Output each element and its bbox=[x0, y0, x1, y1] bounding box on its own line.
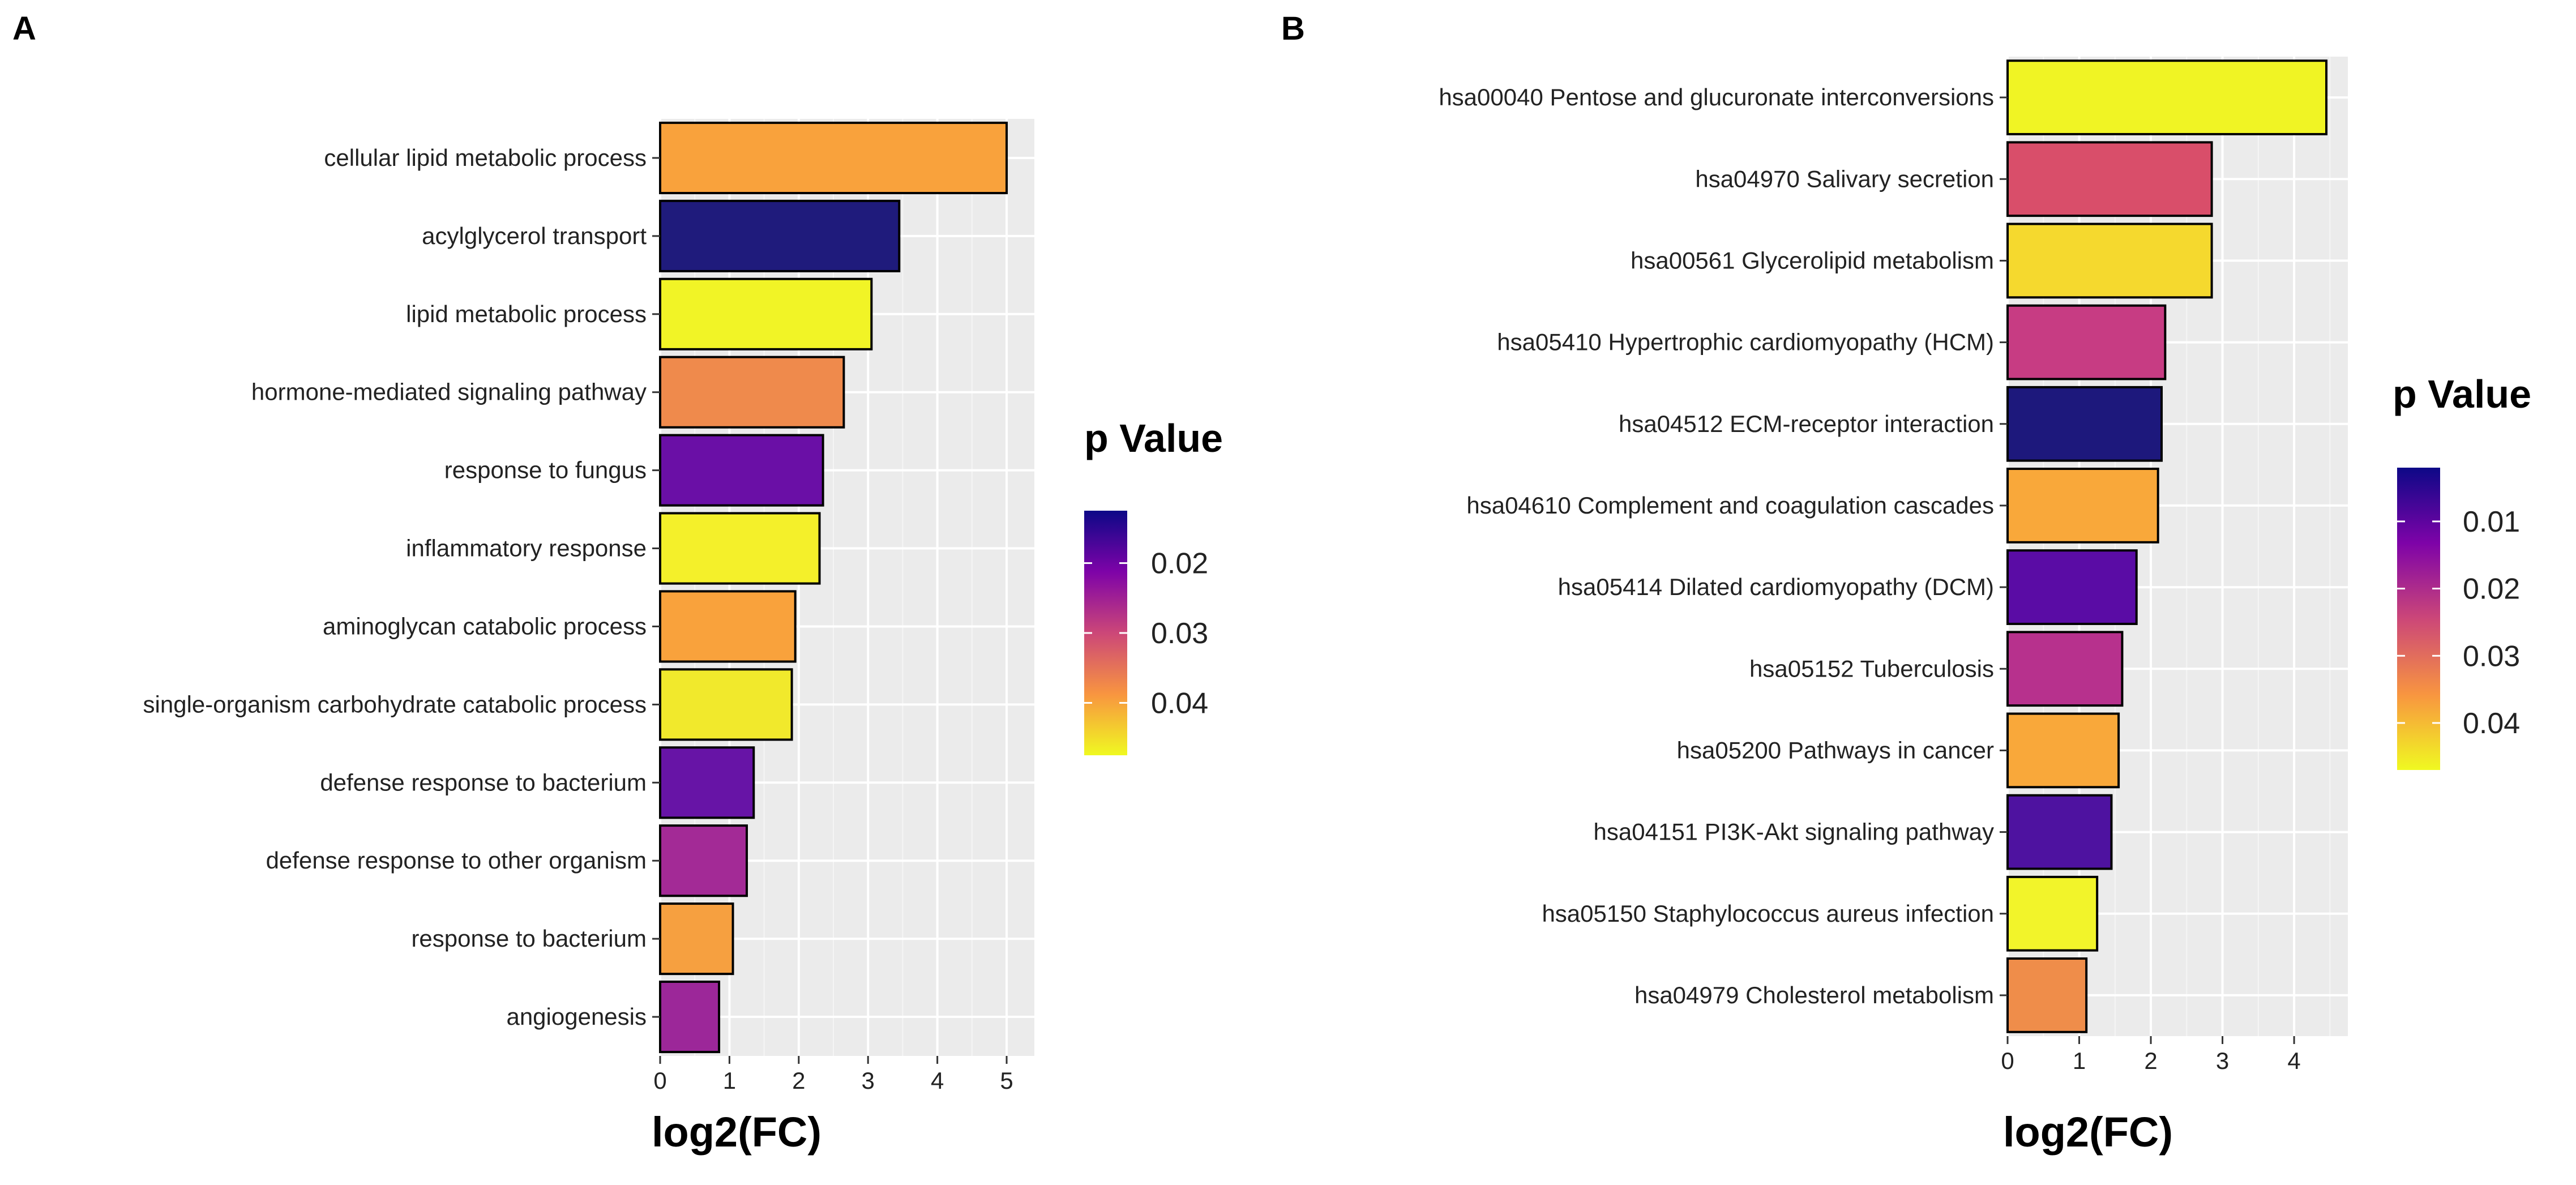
legend-tick-label: 0.02 bbox=[1151, 547, 1208, 580]
category-label: hsa00040 Pentose and glucuronate interco… bbox=[1439, 84, 1994, 110]
category-label: hsa05200 Pathways in cancer bbox=[1677, 737, 1994, 763]
legend-title: p Value bbox=[2393, 372, 2531, 416]
category-label: hsa04512 ECM-receptor interaction bbox=[1619, 410, 1994, 437]
bar bbox=[2006, 549, 2138, 625]
x-tick-label: 0 bbox=[2001, 1047, 2014, 1074]
bar bbox=[659, 590, 797, 663]
bar bbox=[659, 980, 721, 1054]
category-label: defense response to bacterium bbox=[320, 769, 647, 795]
legend-tick-label: 0.03 bbox=[1151, 617, 1208, 650]
x-tick-label: 1 bbox=[2073, 1047, 2086, 1074]
category-label: hsa05410 Hypertrophic cardiomyopathy (HC… bbox=[1497, 329, 1994, 356]
panel-label: B bbox=[1281, 10, 1305, 47]
bar bbox=[2006, 712, 2120, 789]
bar bbox=[2006, 386, 2163, 462]
category-label: hsa04979 Cholesterol metabolism bbox=[1634, 982, 1994, 1008]
category-label: hsa05152 Tuberculosis bbox=[1749, 655, 1994, 682]
bar bbox=[659, 746, 755, 819]
bar bbox=[2006, 631, 2124, 707]
category-label: hsa04970 Salivary secretion bbox=[1695, 165, 1994, 192]
bar bbox=[2006, 59, 2328, 135]
x-tick-label: 4 bbox=[2287, 1047, 2300, 1074]
x-tick-label: 5 bbox=[1000, 1067, 1013, 1094]
legend-tick-label: 0.02 bbox=[2463, 573, 2520, 606]
bar bbox=[2006, 957, 2088, 1033]
x-tick-label: 0 bbox=[653, 1067, 666, 1094]
category-label: inflammatory response bbox=[406, 535, 647, 562]
legend-tick-label: 0.04 bbox=[1151, 687, 1208, 720]
bar bbox=[659, 512, 821, 585]
category-label: acylglycerol transport bbox=[422, 223, 647, 249]
x-axis-title: log2(FC) bbox=[652, 1109, 821, 1156]
legend-colorbar bbox=[2397, 468, 2440, 770]
category-label: single-organism carbohydrate catabolic p… bbox=[143, 691, 647, 717]
bar bbox=[2006, 468, 2159, 544]
legend-tick-label: 0.03 bbox=[2463, 640, 2520, 673]
x-tick-label: 4 bbox=[931, 1067, 944, 1094]
bar bbox=[659, 434, 824, 507]
bar bbox=[659, 121, 1008, 195]
category-label: defense response to other organism bbox=[266, 847, 647, 874]
bar bbox=[2006, 794, 2113, 870]
legend-title: p Value bbox=[1084, 416, 1223, 460]
bar bbox=[659, 902, 734, 976]
bar bbox=[659, 277, 873, 350]
category-label: angiogenesis bbox=[506, 1003, 647, 1030]
x-axis-title: log2(FC) bbox=[2003, 1109, 2173, 1156]
category-label: aminoglycan catabolic process bbox=[323, 613, 647, 639]
bar bbox=[659, 199, 901, 272]
x-tick-label: 2 bbox=[792, 1067, 805, 1094]
bar bbox=[659, 824, 748, 897]
panel-label: A bbox=[12, 10, 36, 47]
category-label: lipid metabolic process bbox=[406, 301, 647, 327]
category-label: hormone-mediated signaling pathway bbox=[251, 379, 647, 405]
bar bbox=[659, 356, 845, 429]
plot-background bbox=[2008, 57, 2348, 1036]
panel-a: A 0 1 2 3 4 5 cellular lipid metabolic process a… bbox=[12, 10, 1223, 1156]
x-tick-label: 1 bbox=[723, 1067, 736, 1094]
legend-tick-label: 0.01 bbox=[2463, 506, 2520, 538]
category-label: hsa00561 Glycerolipid metabolism bbox=[1631, 247, 1994, 273]
category-label: cellular lipid metabolic process bbox=[324, 144, 647, 171]
category-label: response to bacterium bbox=[411, 925, 647, 952]
x-tick-label: 3 bbox=[2216, 1047, 2229, 1074]
category-label: hsa04610 Complement and coagulation casc… bbox=[1466, 492, 1994, 519]
bar bbox=[659, 668, 793, 741]
category-label: hsa05414 Dilated cardiomyopathy (DCM) bbox=[1558, 574, 1994, 600]
x-tick-label: 3 bbox=[862, 1067, 875, 1094]
bar bbox=[2006, 141, 2213, 217]
category-label: hsa05150 Staphylococcus aureus infection bbox=[1542, 900, 1994, 927]
bar bbox=[2006, 875, 2099, 952]
panel-b: B 0 1 2 3 4 hsa00040 Pentose and glucuronate i… bbox=[1281, 10, 2531, 1156]
bar bbox=[2006, 223, 2213, 299]
category-label: hsa04151 PI3K-Akt signaling pathway bbox=[1594, 819, 1994, 845]
bar bbox=[2006, 304, 2167, 380]
legend-tick-label: 0.04 bbox=[2463, 707, 2520, 740]
category-label: response to fungus bbox=[444, 457, 647, 484]
x-tick-label: 2 bbox=[2144, 1047, 2157, 1074]
